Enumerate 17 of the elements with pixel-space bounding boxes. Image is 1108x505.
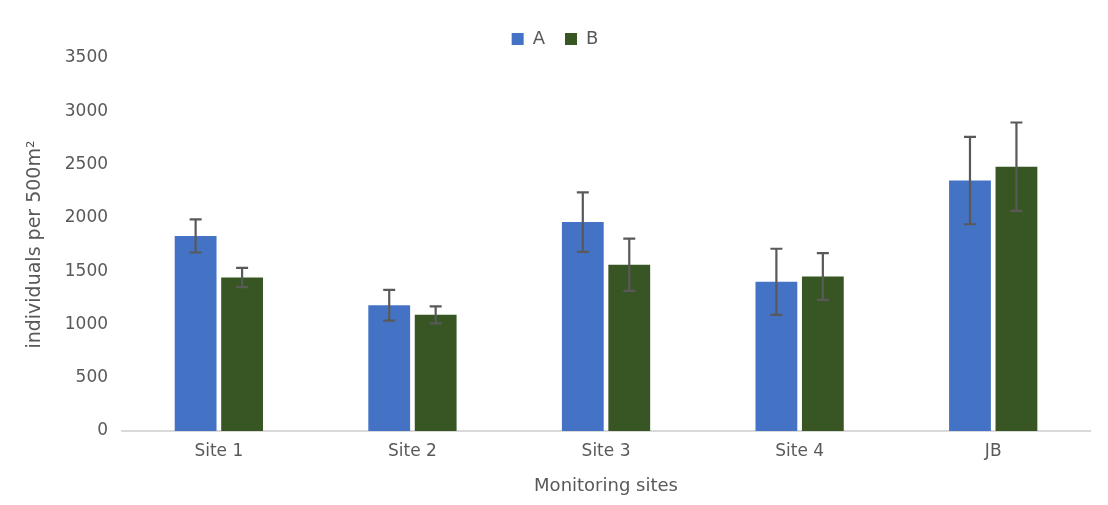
x-tick-label: Site 2	[388, 439, 437, 460]
x-axis-title: Monitoring sites	[534, 473, 678, 495]
y-tick-label: 3500	[64, 46, 109, 67]
x-tick-label: Site 4	[775, 439, 825, 460]
y-tick-label: 2000	[64, 206, 109, 227]
x-tick-label: JB	[983, 439, 1002, 460]
x-tick-label: Site 1	[194, 439, 244, 460]
y-tick-label: 500	[75, 366, 109, 387]
y-tick-label: 3000	[64, 99, 109, 120]
y-axis-title: individuals per 500m²	[22, 140, 45, 349]
legend-label: B	[585, 26, 599, 48]
legend-label: A	[532, 26, 546, 48]
y-tick-label: 1500	[64, 259, 109, 280]
y-tick-label: 2500	[64, 152, 109, 173]
x-tick-label: Site 3	[581, 439, 631, 460]
y-tick-label: 0	[97, 419, 109, 440]
y-tick-label: 1000	[64, 312, 109, 333]
